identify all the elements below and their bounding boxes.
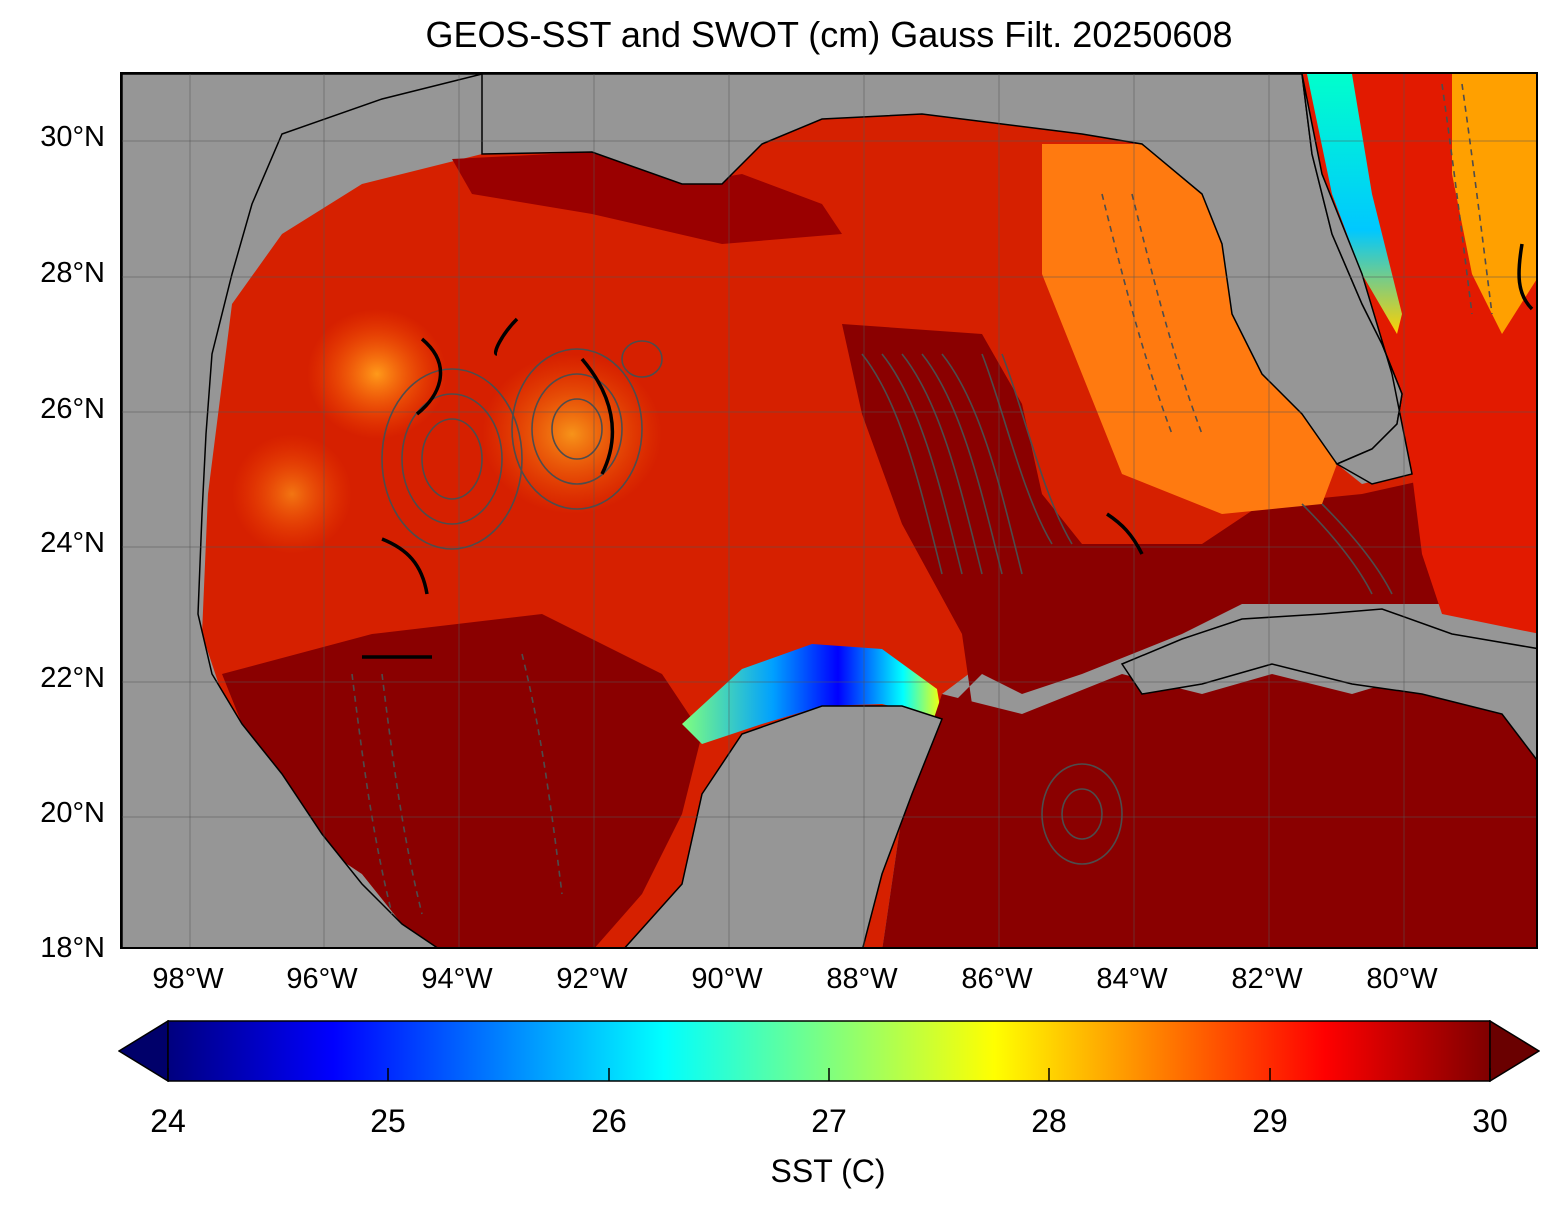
lon-label-94w: 94°W <box>421 963 493 995</box>
lat-label-18n: 18°N <box>40 932 105 964</box>
colorbar-extend-high <box>1489 1019 1541 1083</box>
lon-label-96w: 96°W <box>286 963 358 995</box>
swot-contours-negative <box>351 83 1493 915</box>
colorbar-tick-28: 28 <box>1031 1103 1067 1139</box>
lat-label-28n: 28°N <box>40 257 105 289</box>
lon-label-82w: 82°W <box>1231 963 1303 995</box>
colorbar-tick-27: 27 <box>811 1103 847 1139</box>
lat-label-26n: 26°N <box>40 393 105 425</box>
land-cuba <box>1120 608 1536 760</box>
lon-label-84w: 84°W <box>1096 963 1168 995</box>
lon-label-88w: 88°W <box>826 963 898 995</box>
sst-map <box>122 74 1536 947</box>
colorbar-graphic <box>117 1019 1541 1083</box>
map-plot-area <box>120 72 1538 949</box>
swot-contours <box>381 340 1393 865</box>
caribbean-sea <box>882 664 1536 947</box>
yucatan-upwelling <box>682 644 942 744</box>
colorbar-tick-26: 26 <box>591 1103 627 1139</box>
colorbar-tick-30: 30 <box>1472 1103 1508 1139</box>
gridlines <box>122 74 1536 947</box>
lon-label-98w: 98°W <box>152 963 224 995</box>
colorbar <box>117 1019 1541 1083</box>
land-florida <box>1301 74 1413 485</box>
southwest-gulf <box>222 614 702 947</box>
colorbar-ticks <box>167 1068 1491 1081</box>
lon-label-92w: 92°W <box>556 963 628 995</box>
colorbar-extend-low <box>117 1019 169 1083</box>
land-yucatan <box>624 705 943 947</box>
lon-label-90w: 90°W <box>691 963 763 995</box>
lon-label-86w: 86°W <box>961 963 1033 995</box>
central-eddy <box>482 354 662 514</box>
atlantic-cool-shelf <box>1307 74 1402 334</box>
map-title: GEOS-SST and SWOT (cm) Gauss Filt. 20250… <box>425 14 1233 55</box>
colorbar-tick-24: 24 <box>150 1103 186 1139</box>
loop-current <box>842 324 1452 947</box>
northern-shelf <box>452 152 842 244</box>
western-eddy <box>307 309 447 439</box>
florida-shelf <box>1042 144 1337 514</box>
lat-label-20n: 20°N <box>40 797 105 829</box>
swot-zero-contours <box>362 243 1534 659</box>
colorbar-tick-29: 29 <box>1252 1103 1288 1139</box>
land-mexico <box>122 74 483 947</box>
colorbar-tick-25: 25 <box>370 1103 406 1139</box>
lat-label-24n: 24°N <box>40 527 105 559</box>
lat-label-30n: 30°N <box>40 121 105 153</box>
lat-label-22n: 22°N <box>40 662 105 694</box>
lon-label-80w: 80°W <box>1366 963 1438 995</box>
colorbar-label: SST (C) <box>770 1153 886 1189</box>
